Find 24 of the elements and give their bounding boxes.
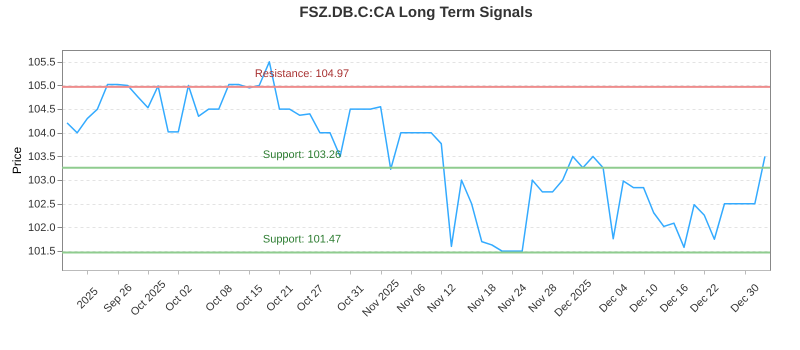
x-tick-label: Oct 27 <box>294 282 326 314</box>
y-tick-label: 103.0 <box>28 174 56 187</box>
x-tick-label: Oct 21 <box>264 282 296 314</box>
x-tick-label: Nov 18 <box>466 282 499 316</box>
y-tick-label: 103.5 <box>28 150 56 163</box>
y-tick-label: 104.0 <box>28 127 56 140</box>
x-tick-label: Oct 15 <box>234 282 266 314</box>
line-series <box>66 61 766 252</box>
y-axis-title: Price <box>10 146 24 174</box>
y-tick-label: 101.5 <box>28 246 56 258</box>
x-tick-label: Nov 12 <box>425 282 458 316</box>
y-tick-label: 105.0 <box>28 80 56 92</box>
ref-line-label: Support: 103.26 <box>262 148 342 161</box>
y-tick-label: 102.0 <box>28 222 56 234</box>
ref-line-label: Support: 101.47 <box>262 233 342 246</box>
x-tick-label: Nov 24 <box>496 282 530 316</box>
y-tick-label: 105.5 <box>28 56 56 68</box>
chart-title: FSZ.DB.C:CA Long Term Signals <box>299 4 533 21</box>
y-tick-label: 102.5 <box>28 198 56 210</box>
x-tick-label: Oct 08 <box>204 282 235 314</box>
x-tick-label: Dec 30 <box>728 282 762 316</box>
y-tick-label: 104.5 <box>28 104 56 116</box>
x-tick-label: Dec 04 <box>597 282 630 316</box>
x-tick-label: Dec 22 <box>688 282 722 316</box>
